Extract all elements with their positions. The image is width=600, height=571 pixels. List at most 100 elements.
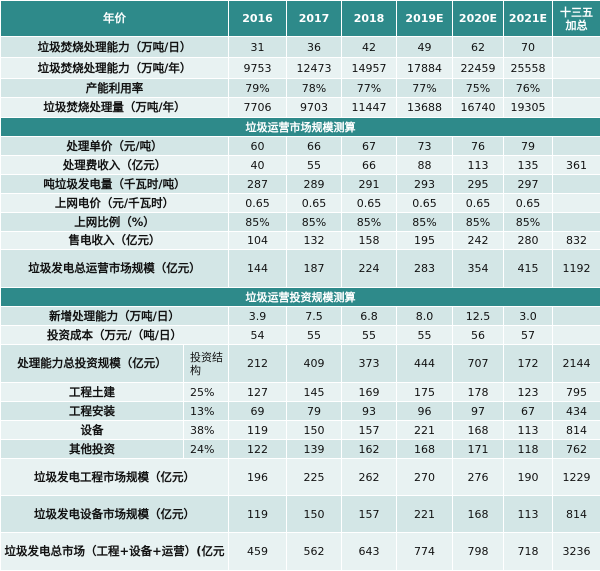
value-cell: 119 <box>229 496 287 533</box>
value-cell: 283 <box>397 250 453 288</box>
value-cell: 118 <box>504 440 553 459</box>
header-title: 年价 <box>1 1 229 37</box>
value-cell: 36 <box>287 37 342 58</box>
value-cell: 0.65 <box>453 194 504 213</box>
value-cell: 76% <box>504 79 553 98</box>
value-cell: 12473 <box>287 58 342 79</box>
value-cell: 157 <box>342 496 397 533</box>
value-cell: 150 <box>287 496 342 533</box>
value-cell: 16740 <box>453 98 504 118</box>
row-label: 设备 <box>1 421 184 440</box>
value-cell: 42 <box>342 37 397 58</box>
value-cell: 169 <box>342 383 397 402</box>
value-cell: 276 <box>453 459 504 496</box>
total-cell <box>553 213 600 232</box>
row-label: 垃圾焚烧处理能力（万吨/日） <box>1 37 229 58</box>
value-cell: 293 <box>397 175 453 194</box>
value-cell: 195 <box>397 232 453 250</box>
value-cell: 55 <box>287 326 342 345</box>
value-cell: 415 <box>504 250 553 288</box>
value-cell: 9703 <box>287 98 342 118</box>
value-cell: 25558 <box>504 58 553 79</box>
value-cell: 17884 <box>397 58 453 79</box>
value-cell: 127 <box>229 383 287 402</box>
value-cell: 123 <box>504 383 553 402</box>
value-cell: 354 <box>453 250 504 288</box>
value-cell: 262 <box>342 459 397 496</box>
value-cell: 7.5 <box>287 307 342 326</box>
row-label: 处理单价（元/吨） <box>1 137 229 156</box>
value-cell: 132 <box>287 232 342 250</box>
value-cell: 19305 <box>504 98 553 118</box>
section-operations-title: 垃圾运营市场规模测算 <box>1 118 600 137</box>
value-cell: 212 <box>229 345 287 383</box>
value-cell: 60 <box>229 137 287 156</box>
total-cell: 814 <box>553 421 600 440</box>
total-cell: 814 <box>553 496 600 533</box>
row-label: 垃圾焚烧处理量（万吨/年） <box>1 98 229 118</box>
total-header: 十三五加总 <box>553 1 600 37</box>
value-cell: 69 <box>229 402 287 421</box>
value-cell: 79 <box>287 402 342 421</box>
total-cell: 1192 <box>553 250 600 288</box>
total-cell <box>553 326 600 345</box>
value-cell: 196 <box>229 459 287 496</box>
value-cell: 14957 <box>342 58 397 79</box>
value-cell: 79 <box>504 137 553 156</box>
value-cell: 221 <box>397 496 453 533</box>
value-cell: 67 <box>504 402 553 421</box>
section-operations: 垃圾运营市场规模测算 <box>1 118 600 137</box>
total-cell <box>553 79 600 98</box>
year-header: 2020E <box>453 1 504 37</box>
value-cell: 135 <box>504 156 553 175</box>
value-cell: 707 <box>453 345 504 383</box>
value-cell: 85% <box>287 213 342 232</box>
value-cell: 85% <box>504 213 553 232</box>
value-cell: 73 <box>397 137 453 156</box>
value-cell: 158 <box>342 232 397 250</box>
value-cell: 3.0 <box>504 307 553 326</box>
section-investment-title: 垃圾运营投资规模测算 <box>1 288 600 307</box>
value-cell: 97 <box>453 402 504 421</box>
value-cell: 62 <box>453 37 504 58</box>
value-cell: 85% <box>453 213 504 232</box>
row-label: 垃圾发电工程市场规模（亿元） <box>1 459 229 496</box>
value-cell: 67 <box>342 137 397 156</box>
value-cell: 40 <box>229 156 287 175</box>
value-cell: 3.9 <box>229 307 287 326</box>
value-cell: 0.65 <box>397 194 453 213</box>
value-cell: 85% <box>229 213 287 232</box>
value-cell: 145 <box>287 383 342 402</box>
structure-cell: 13% <box>184 402 229 421</box>
value-cell: 0.65 <box>287 194 342 213</box>
section-investment: 垃圾运营投资规模测算 <box>1 288 600 307</box>
total-cell <box>553 37 600 58</box>
row-label: 上网比例（%） <box>1 213 229 232</box>
value-cell: 96 <box>397 402 453 421</box>
value-cell: 122 <box>229 440 287 459</box>
value-cell: 57 <box>504 326 553 345</box>
total-cell <box>553 58 600 79</box>
row-label: 投资成本（万元/（吨/日） <box>1 326 229 345</box>
value-cell: 55 <box>287 156 342 175</box>
value-cell: 280 <box>504 232 553 250</box>
value-cell: 104 <box>229 232 287 250</box>
value-cell: 187 <box>287 250 342 288</box>
value-cell: 225 <box>287 459 342 496</box>
value-cell: 77% <box>397 79 453 98</box>
value-cell: 55 <box>342 326 397 345</box>
row-label: 垃圾发电总运营市场规模（亿元） <box>1 250 229 288</box>
value-cell: 113 <box>504 421 553 440</box>
year-header: 2021E <box>504 1 553 37</box>
total-cell: 361 <box>553 156 600 175</box>
year-header: 2017 <box>287 1 342 37</box>
value-cell: 54 <box>229 326 287 345</box>
